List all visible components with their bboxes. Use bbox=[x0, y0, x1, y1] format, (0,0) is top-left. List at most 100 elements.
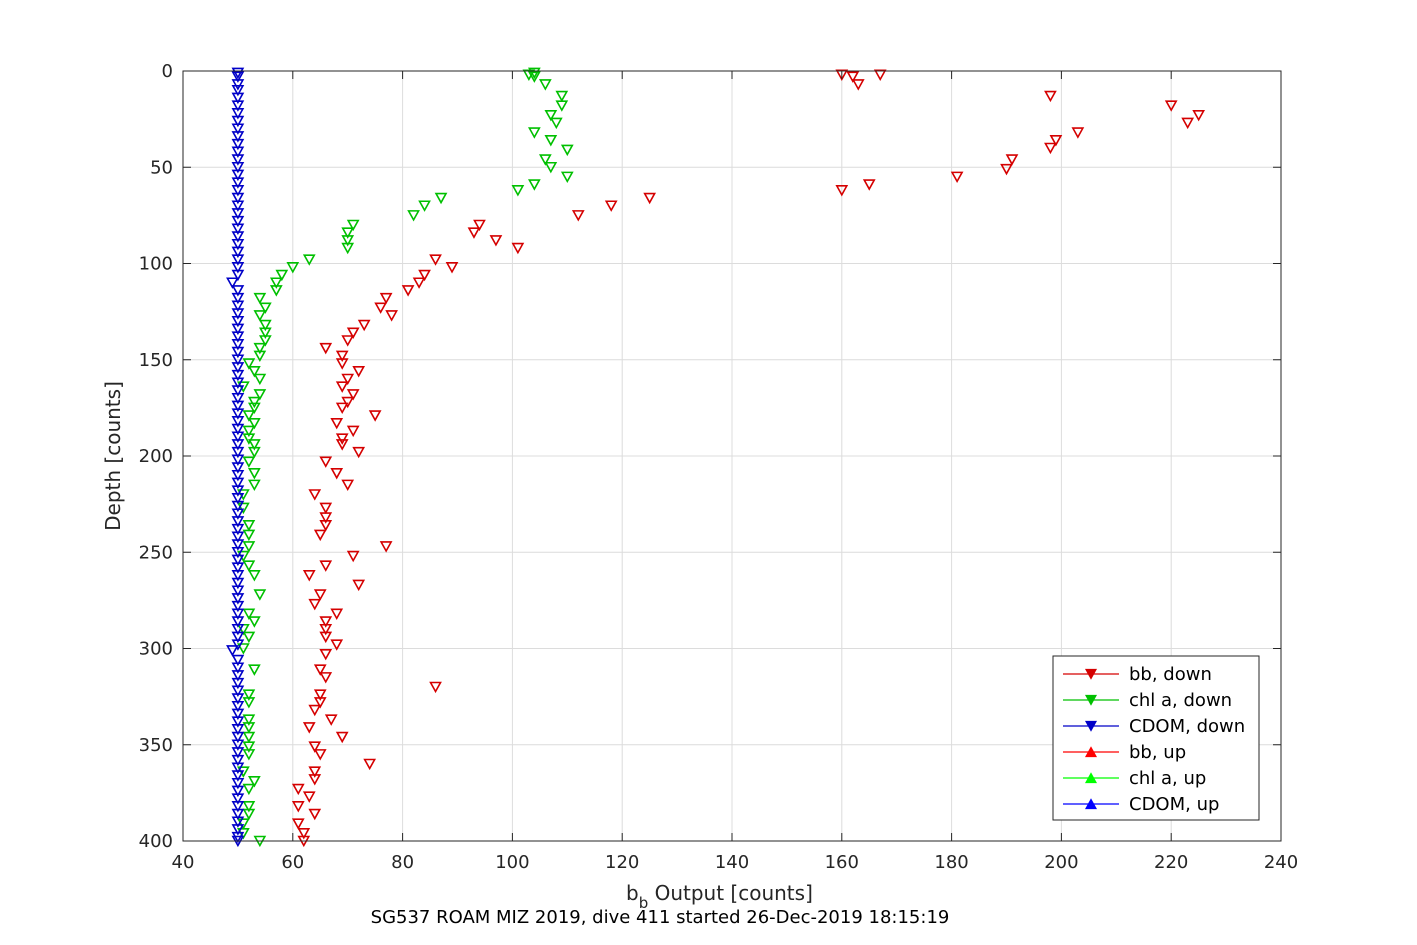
data-point bbox=[308, 598, 322, 611]
data-point bbox=[352, 446, 366, 459]
series-layer bbox=[226, 67, 1206, 848]
data-point bbox=[346, 389, 360, 401]
data-point bbox=[511, 242, 525, 255]
legend-item: chl a, down bbox=[1063, 690, 1232, 711]
data-point bbox=[335, 381, 349, 393]
data-point bbox=[231, 315, 245, 328]
x-tick-label: 220 bbox=[1154, 852, 1188, 873]
data-point bbox=[1044, 90, 1057, 103]
data-point bbox=[1005, 154, 1019, 166]
data-point bbox=[231, 200, 245, 212]
data-point bbox=[248, 366, 261, 378]
data-point bbox=[231, 562, 245, 574]
legend-item: CDOM, up bbox=[1063, 794, 1219, 815]
data-point bbox=[544, 161, 558, 174]
data-point bbox=[231, 608, 245, 620]
data-point bbox=[231, 238, 245, 251]
x-tick-label: 100 bbox=[495, 852, 529, 873]
data-point bbox=[231, 208, 245, 220]
data-point bbox=[643, 192, 657, 205]
data-point bbox=[544, 109, 558, 122]
data-point bbox=[231, 539, 245, 551]
data-point bbox=[248, 402, 261, 415]
data-point bbox=[248, 396, 261, 409]
data-point bbox=[319, 502, 333, 515]
data-point bbox=[231, 385, 245, 397]
data-point bbox=[231, 508, 245, 520]
data-point bbox=[231, 585, 245, 597]
data-point bbox=[231, 123, 245, 135]
data-point bbox=[231, 423, 245, 436]
data-point bbox=[286, 262, 300, 274]
y-axis-title: Depth [counts] bbox=[101, 381, 125, 531]
data-point bbox=[242, 714, 256, 726]
data-point bbox=[258, 319, 272, 332]
data-point bbox=[248, 417, 261, 430]
data-point bbox=[511, 185, 525, 197]
data-point bbox=[313, 589, 327, 601]
y-tick-label: 150 bbox=[139, 350, 173, 371]
data-point bbox=[604, 200, 618, 212]
data-point bbox=[242, 529, 256, 542]
y-axis-ticks: 0 50 100 150 200 250 300 350 400 bbox=[139, 61, 1281, 852]
data-point bbox=[363, 758, 377, 771]
series-cdom-down bbox=[226, 67, 245, 848]
data-point bbox=[231, 500, 245, 513]
data-point bbox=[231, 339, 245, 351]
x-axis-ticks: 40 60 80 100 120 140 160 180 200 220 240 bbox=[172, 71, 1298, 873]
data-point bbox=[248, 616, 261, 628]
data-point bbox=[308, 704, 322, 717]
data-point bbox=[335, 402, 349, 415]
data-point bbox=[324, 714, 338, 726]
data-point bbox=[489, 235, 503, 247]
data-point bbox=[302, 254, 316, 266]
data-point bbox=[231, 254, 245, 266]
legend-box bbox=[1052, 655, 1260, 821]
y-tick-label: 250 bbox=[139, 542, 173, 563]
data-point bbox=[544, 135, 558, 147]
data-point bbox=[231, 246, 245, 259]
data-point bbox=[549, 117, 563, 130]
data-point bbox=[302, 570, 316, 582]
data-point bbox=[242, 433, 256, 445]
data-point bbox=[231, 354, 245, 366]
x-tick-label: 180 bbox=[934, 852, 968, 873]
data-point bbox=[341, 373, 355, 386]
x-tick-label: 200 bbox=[1044, 852, 1078, 873]
data-point bbox=[1049, 135, 1063, 147]
legend-marker bbox=[1084, 668, 1098, 680]
data-point bbox=[302, 791, 316, 803]
data-point bbox=[231, 223, 245, 235]
data-point bbox=[319, 342, 333, 355]
legend-marker bbox=[1084, 694, 1098, 706]
data-point bbox=[258, 302, 272, 314]
x-tick-label: 140 bbox=[715, 852, 749, 873]
data-point bbox=[231, 215, 245, 228]
data-point bbox=[335, 731, 349, 744]
data-point bbox=[319, 631, 333, 644]
legend-label: chl a, down bbox=[1129, 690, 1232, 711]
data-point bbox=[308, 766, 322, 778]
data-point bbox=[242, 801, 256, 813]
data-point bbox=[1071, 127, 1085, 139]
data-point bbox=[231, 793, 245, 805]
data-point bbox=[231, 685, 245, 697]
series-bb-down bbox=[291, 69, 1206, 848]
data-point bbox=[242, 631, 256, 644]
data-point bbox=[242, 808, 256, 821]
data-point bbox=[242, 689, 256, 701]
data-point bbox=[231, 185, 245, 197]
data-point bbox=[538, 79, 552, 91]
data-point bbox=[242, 741, 256, 753]
data-point bbox=[346, 219, 360, 232]
data-point bbox=[851, 79, 865, 91]
data-point bbox=[445, 262, 459, 274]
data-point bbox=[231, 346, 245, 359]
data-point bbox=[1164, 100, 1178, 112]
data-point bbox=[319, 560, 333, 572]
data-point bbox=[231, 154, 245, 166]
data-point bbox=[226, 277, 239, 289]
data-point bbox=[242, 410, 256, 422]
data-point bbox=[231, 631, 245, 644]
